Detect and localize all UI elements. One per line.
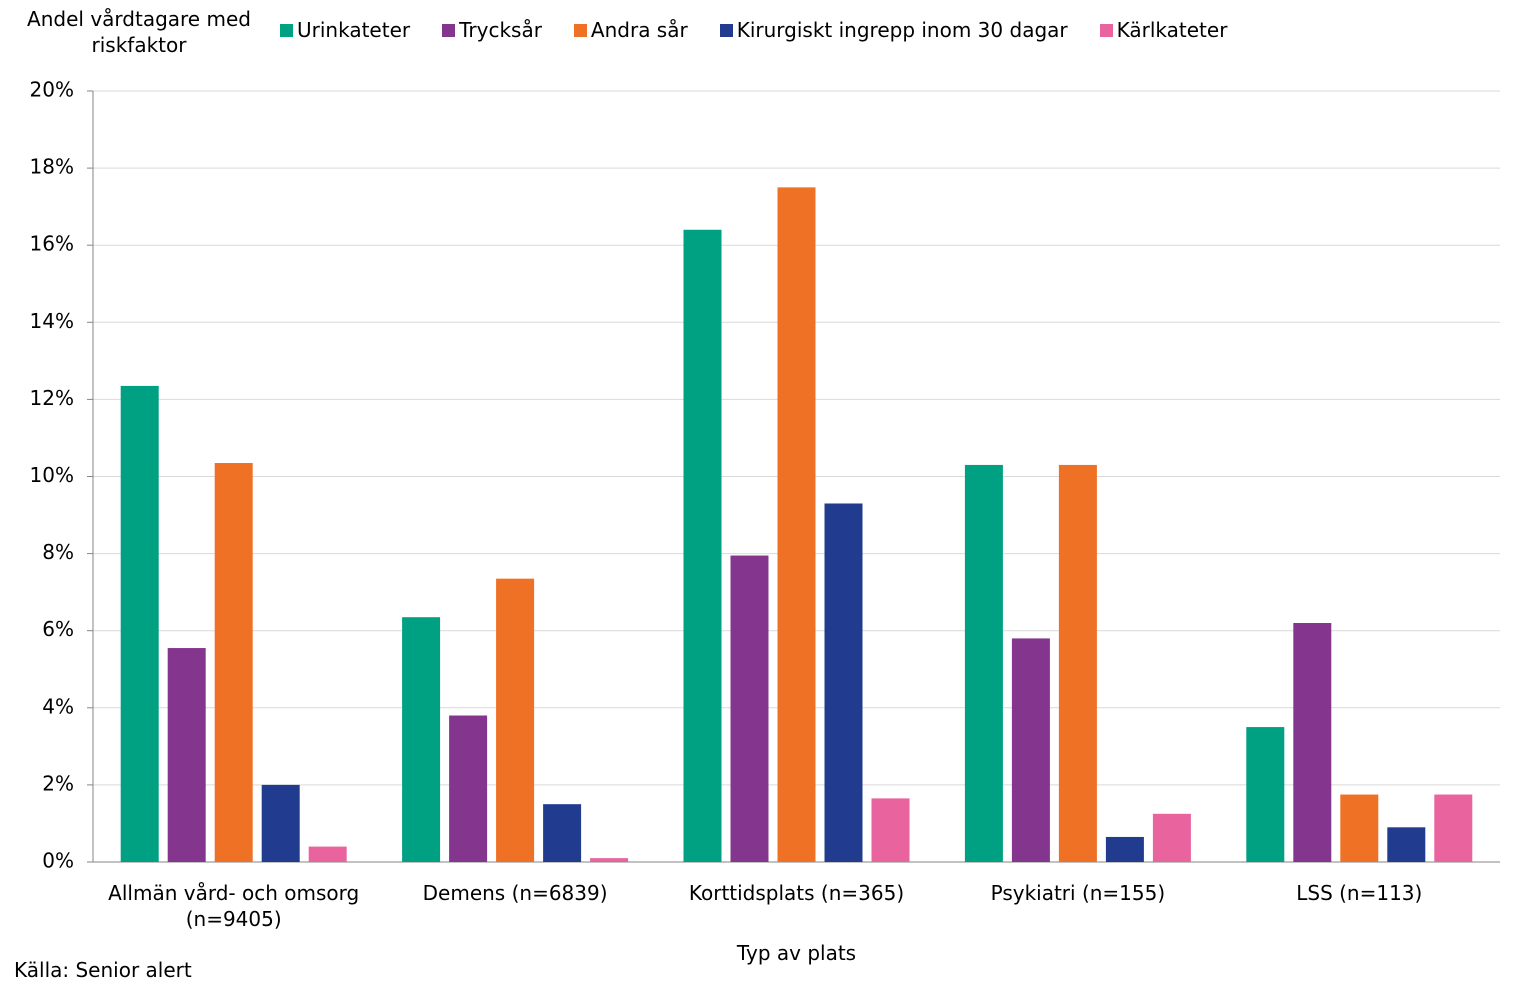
y-tick-label: 2%: [42, 771, 74, 795]
y-tick-label: 4%: [42, 694, 74, 718]
bar: [1152, 813, 1191, 862]
legend-swatch: [1099, 23, 1113, 37]
y-tick-label: 10%: [30, 463, 74, 487]
bar: [1293, 622, 1332, 862]
bar: [1387, 827, 1426, 862]
bar: [683, 229, 722, 862]
bar: [1246, 727, 1285, 862]
bar: [449, 715, 488, 862]
legend-swatch: [719, 23, 733, 37]
x-tick-label: Allmän vård- och omsorg (n=9405): [108, 881, 360, 931]
legend-swatch: [573, 23, 587, 37]
legend-label: Kärlkateter: [1116, 18, 1228, 42]
bar: [964, 464, 1003, 862]
bar: [167, 648, 206, 862]
y-tick-label: 20%: [30, 78, 74, 102]
y-tick-label: 8%: [42, 540, 74, 564]
legend-item: Urinkateter: [280, 18, 410, 42]
bar: [402, 617, 441, 862]
bar: [871, 798, 910, 862]
legend-item: Kärlkateter: [1099, 18, 1228, 42]
bar: [308, 846, 347, 862]
bar: [261, 784, 300, 862]
legend-item: Kirurgiskt ingrepp inom 30 dagar: [719, 18, 1068, 42]
x-tick-label: Korttidsplats (n=365): [688, 881, 905, 905]
y-tick-label: 18%: [30, 155, 74, 179]
bar: [543, 804, 582, 862]
bar: [590, 858, 629, 862]
legend-label: Urinkateter: [297, 18, 411, 42]
bar: [120, 385, 159, 862]
y-tick-label: 0%: [42, 849, 74, 873]
y-tick-label: 14%: [30, 309, 74, 333]
bar: [1340, 794, 1379, 862]
x-tick-label: Psykiatri (n=155): [990, 881, 1166, 905]
y-tick-label: 6%: [42, 617, 74, 641]
bar: [496, 578, 535, 862]
x-tick-label: Demens (n=6839): [422, 881, 608, 905]
legend-label: Kirurgiskt ingrepp inom 30 dagar: [736, 18, 1068, 42]
y-tick-label: 16%: [30, 232, 74, 256]
legend-item: Trycksår: [442, 18, 542, 42]
bar: [1105, 836, 1144, 862]
bar: [214, 463, 253, 862]
bar: [1011, 638, 1050, 862]
legend-label: Trycksår: [459, 18, 542, 42]
x-tick-label: LSS (n=113): [1296, 881, 1423, 905]
legend-swatch: [442, 23, 456, 37]
bar: [730, 555, 769, 862]
legend-label: Andra sår: [590, 18, 688, 42]
bar: [777, 187, 816, 862]
source: Källa: Senior alert: [14, 958, 192, 982]
y-tick-label: 12%: [30, 386, 74, 410]
bar: [1058, 464, 1097, 862]
x-axis-title: Typ av plats: [736, 941, 857, 965]
legend: Urinkateter Trycksår Andra sår Kirurgiskt i…: [280, 18, 1227, 42]
legend-swatch: [280, 23, 293, 37]
bar: [1434, 794, 1473, 862]
y-axis-title: Andel vårdtagare med riskfaktor: [27, 7, 251, 57]
bar: [824, 503, 863, 862]
legend-item: Andra sår: [573, 18, 688, 42]
